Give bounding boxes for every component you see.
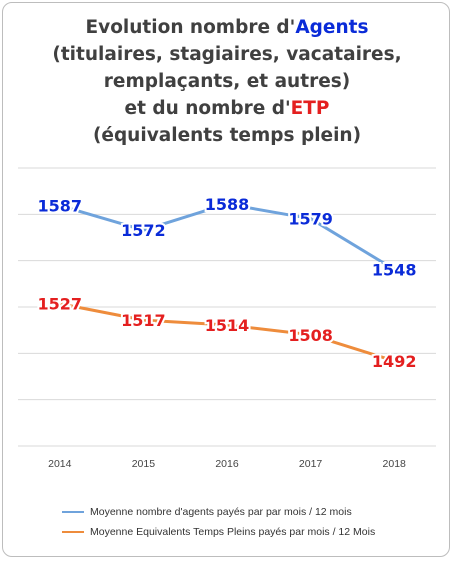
data-point-etp — [225, 323, 229, 327]
data-label-etp: 1517 — [121, 311, 166, 330]
data-point-agents — [392, 267, 396, 271]
data-label-etp: 1492 — [372, 352, 417, 371]
data-point-etp — [392, 359, 396, 363]
data-point-etp — [309, 333, 313, 337]
title-line-2: (titulaires, stagiaires, vacataires, — [52, 44, 402, 65]
x-tick-label: 2014 — [48, 458, 72, 470]
title-line-1: Evolution nombre d'Agents — [0, 14, 454, 41]
chart-frame — [2, 2, 450, 557]
data-label-agents: 1588 — [205, 195, 250, 214]
x-tick-label: 2015 — [132, 458, 156, 470]
title-line-4: et du nombre d'ETP — [0, 95, 454, 122]
legend-label-agents: Moyenne nombre d'agents payés par par mo… — [90, 506, 352, 518]
data-label-etp: 1508 — [288, 326, 333, 345]
title-line-4-prefix: et du nombre d' — [124, 98, 291, 119]
data-label-agents: 1572 — [121, 221, 166, 240]
legend-item-agents: Moyenne nombre d'agents payés par par mo… — [62, 502, 375, 522]
title-line-1-prefix: Evolution nombre d' — [85, 17, 296, 38]
title-etp-word: ETP — [290, 98, 330, 119]
title-line-5: (équivalents temps plein) — [92, 125, 362, 146]
data-label-etp: 1527 — [38, 295, 83, 314]
legend: Moyenne nombre d'agents payés par par mo… — [62, 502, 375, 542]
chart-title: Evolution nombre d'Agents (titulaires, s… — [0, 14, 454, 149]
title-agents-word: Agents — [295, 17, 369, 38]
data-point-agents — [141, 228, 145, 232]
x-tick-label: 2016 — [215, 458, 239, 470]
data-point-etp — [58, 302, 62, 306]
data-label-etp: 1514 — [205, 316, 250, 335]
legend-item-etp: Moyenne Equivalents Temps Pleins payés p… — [62, 522, 375, 542]
data-point-agents — [309, 217, 313, 221]
data-label-agents: 1587 — [38, 197, 83, 216]
data-label-agents: 1579 — [288, 210, 333, 229]
x-tick-label: 2018 — [383, 458, 407, 470]
data-point-agents — [58, 204, 62, 208]
legend-swatch-agents — [62, 511, 84, 513]
legend-swatch-etp — [62, 531, 84, 533]
data-point-agents — [225, 202, 229, 206]
data-label-agents: 1548 — [372, 260, 417, 279]
legend-label-etp: Moyenne Equivalents Temps Pleins payés p… — [90, 526, 376, 538]
data-point-etp — [141, 318, 145, 322]
x-tick-label: 2017 — [299, 458, 323, 470]
title-line-3: remplaçants, et autres) — [103, 71, 351, 92]
